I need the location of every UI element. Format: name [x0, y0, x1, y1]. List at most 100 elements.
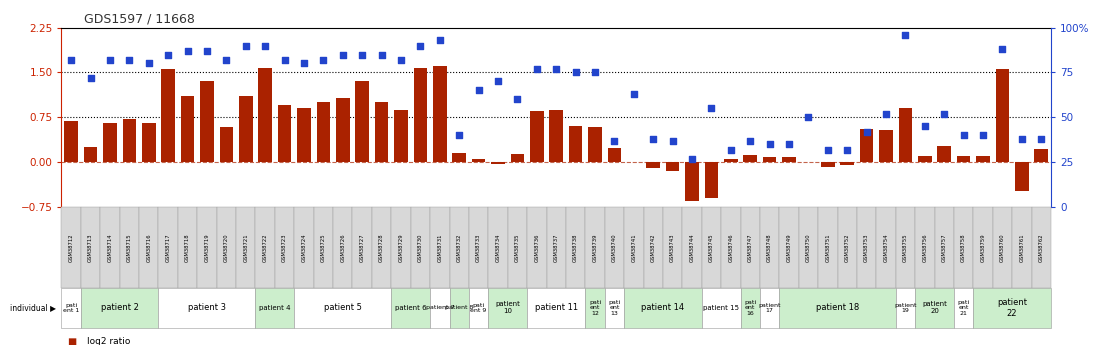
Text: GSM38746: GSM38746 — [728, 233, 733, 262]
Text: GSM38726: GSM38726 — [340, 233, 345, 262]
Point — [567, 70, 585, 75]
Text: patient 15: patient 15 — [703, 305, 739, 311]
Bar — [685, 162, 699, 201]
Text: GSM38755: GSM38755 — [903, 233, 908, 262]
Bar — [549, 110, 563, 162]
Bar — [433, 67, 446, 162]
Point — [334, 52, 352, 57]
Text: patient 8: patient 8 — [445, 305, 473, 310]
Text: GDS1597 / 11668: GDS1597 / 11668 — [84, 12, 195, 25]
Point — [994, 46, 1012, 52]
Point — [430, 37, 448, 43]
Point — [198, 48, 216, 54]
Text: GSM38728: GSM38728 — [379, 233, 385, 262]
Text: GSM38745: GSM38745 — [709, 233, 714, 262]
Point — [897, 32, 915, 38]
Bar — [860, 129, 873, 162]
Text: GSM38754: GSM38754 — [883, 233, 889, 262]
Bar — [743, 155, 757, 162]
Text: GSM38732: GSM38732 — [456, 233, 462, 262]
Bar — [219, 127, 234, 162]
Bar — [200, 81, 214, 162]
Text: patient
10: patient 10 — [495, 302, 520, 314]
Text: patient 3: patient 3 — [188, 303, 226, 313]
Bar — [607, 148, 622, 162]
Point — [878, 111, 896, 117]
Bar — [491, 162, 505, 164]
Point — [780, 141, 798, 147]
Text: patient 14: patient 14 — [642, 303, 684, 313]
Text: GSM38737: GSM38737 — [553, 233, 559, 262]
Point — [411, 43, 429, 48]
Text: pati
ent 9: pati ent 9 — [471, 303, 486, 313]
Text: GSM38729: GSM38729 — [398, 233, 404, 262]
Text: GSM38747: GSM38747 — [748, 233, 752, 262]
Text: GSM38716: GSM38716 — [146, 233, 151, 262]
Text: GSM38753: GSM38753 — [864, 233, 869, 262]
Bar — [724, 159, 738, 162]
Bar — [316, 102, 330, 162]
Text: pati
ent
21: pati ent 21 — [957, 299, 969, 316]
Point — [276, 57, 294, 63]
Bar — [453, 153, 466, 162]
Point — [664, 138, 682, 144]
Text: patient
22: patient 22 — [997, 298, 1027, 318]
Point — [916, 124, 934, 129]
Text: log2 ratio: log2 ratio — [87, 337, 131, 345]
Text: GSM38741: GSM38741 — [632, 233, 636, 262]
Text: GSM38719: GSM38719 — [205, 233, 209, 262]
Bar — [918, 156, 931, 162]
Point — [314, 57, 332, 63]
Text: GSM38734: GSM38734 — [495, 233, 501, 262]
Text: individual ▶: individual ▶ — [10, 303, 56, 313]
Text: GSM38736: GSM38736 — [534, 233, 539, 262]
Point — [760, 141, 778, 147]
Text: GSM38721: GSM38721 — [244, 233, 248, 262]
Bar — [588, 127, 601, 162]
Bar — [666, 162, 680, 171]
Bar — [84, 147, 97, 162]
Point — [683, 156, 701, 161]
Point — [702, 106, 720, 111]
Point — [295, 61, 313, 66]
Text: GSM38758: GSM38758 — [961, 233, 966, 262]
Text: GSM38715: GSM38715 — [126, 233, 132, 262]
Text: GSM38712: GSM38712 — [68, 233, 74, 262]
Bar — [976, 156, 989, 162]
Bar — [103, 123, 116, 162]
Bar — [472, 159, 485, 162]
Text: GSM38759: GSM38759 — [980, 233, 986, 262]
Text: GSM38714: GSM38714 — [107, 233, 113, 262]
Bar — [646, 162, 660, 168]
Text: GSM38735: GSM38735 — [515, 233, 520, 262]
Text: pati
ent
16: pati ent 16 — [745, 299, 756, 316]
Bar — [899, 108, 912, 162]
Point — [101, 57, 119, 63]
Point — [955, 132, 973, 138]
Text: GSM38713: GSM38713 — [88, 233, 93, 262]
Text: pati
ent 1: pati ent 1 — [63, 303, 79, 313]
Text: GSM38717: GSM38717 — [165, 233, 171, 262]
Point — [140, 61, 158, 66]
Text: patient
17: patient 17 — [758, 303, 780, 313]
Point — [63, 57, 80, 63]
Point — [451, 132, 468, 138]
Text: GSM38718: GSM38718 — [186, 233, 190, 262]
Text: GSM38757: GSM38757 — [941, 233, 947, 262]
Bar — [414, 68, 427, 162]
Point — [741, 138, 759, 144]
Text: GSM38762: GSM38762 — [1039, 233, 1044, 262]
Point — [644, 136, 662, 141]
Text: GSM38751: GSM38751 — [825, 233, 831, 262]
Text: GSM38739: GSM38739 — [593, 233, 597, 262]
Text: GSM38744: GSM38744 — [690, 233, 694, 262]
Text: GSM38756: GSM38756 — [922, 233, 927, 262]
Point — [179, 48, 197, 54]
Text: patient 6: patient 6 — [395, 305, 426, 311]
Bar — [123, 119, 136, 162]
Bar — [821, 162, 835, 167]
Point — [489, 79, 506, 84]
Bar — [1015, 162, 1029, 191]
Point — [838, 147, 856, 152]
Bar — [783, 157, 796, 162]
